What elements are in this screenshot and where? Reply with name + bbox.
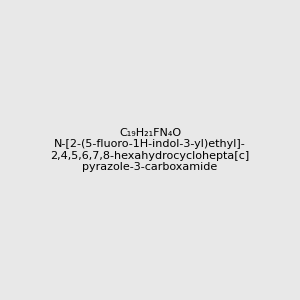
- Text: C₁₉H₂₁FN₄O
N-[2-(5-fluoro-1H-indol-3-yl)ethyl]-
2,4,5,6,7,8-hexahydrocyclohepta[: C₁₉H₂₁FN₄O N-[2-(5-fluoro-1H-indol-3-yl)…: [50, 128, 250, 172]
